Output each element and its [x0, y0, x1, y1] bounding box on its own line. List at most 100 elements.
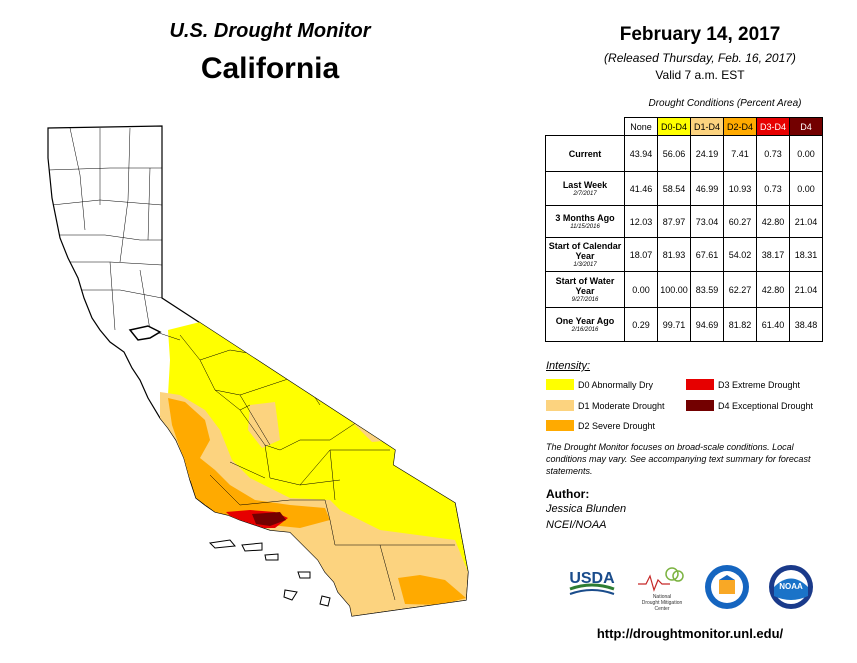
- table-cell: 38.17: [756, 237, 790, 272]
- row-label-text: Last Week: [562, 179, 608, 190]
- author-name: Jessica Blunden: [546, 503, 627, 515]
- row-date: 2/7/2017: [573, 190, 597, 197]
- header-d1-d4: D1-D4: [690, 117, 724, 136]
- table-cell: 100.00: [657, 271, 691, 308]
- table-row: One Year Ago 2/16/2016 0.29 99.71 94.69 81.82…: [545, 307, 823, 342]
- channel-islands: [208, 539, 331, 607]
- table-cell: 60.27: [723, 205, 757, 238]
- table-cell: 18.07: [624, 237, 658, 272]
- table-cell: 83.59: [690, 271, 724, 308]
- table-cell: 0.73: [756, 135, 790, 172]
- table-row: Start of Calendar Year 1/3/2017 18.07 81.93…: [545, 237, 823, 272]
- row-label-text: Start of Water Year: [555, 275, 615, 296]
- usda-logo: USDA: [569, 570, 615, 595]
- noaa-logo-text: NOAA: [779, 582, 803, 591]
- table-cell: 21.04: [789, 205, 823, 238]
- table-row: 3 Months Ago 11/15/2016 12.03 87.97 73.04 60.…: [545, 205, 823, 238]
- table-cell: 56.06: [657, 135, 691, 172]
- row-label-text: Start of Calendar Year: [548, 240, 622, 261]
- row-date: 9/27/2016: [571, 296, 599, 303]
- table-cell: 41.46: [624, 171, 658, 206]
- noaa-logo: NOAA: [769, 565, 813, 609]
- table-cell: 61.40: [756, 307, 790, 342]
- header-d4: D4: [789, 117, 823, 136]
- d4-exceptional-drought-area: [252, 512, 286, 526]
- drought-conditions-table: None D0-D4 D1-D4 D2-D4 D3-D4 D4 Current 4…: [545, 117, 823, 342]
- row-label: One Year Ago 2/16/2016: [545, 307, 625, 342]
- legend-swatch: [686, 400, 714, 411]
- usda-logo-text: USDA: [569, 570, 615, 587]
- state-title: California: [200, 52, 340, 85]
- table-cell: 87.97: [657, 205, 691, 238]
- legend-label: D4 Exceptional Drought: [718, 401, 814, 411]
- legend-label: D1 Moderate Drought: [578, 401, 665, 411]
- map-title: U.S. Drought Monitor: [169, 20, 371, 42]
- table-cell: 18.31: [789, 237, 823, 272]
- table-cell: 0.29: [624, 307, 658, 342]
- author-heading: Author:: [546, 487, 590, 501]
- svg-text:Drought Mitigation: Drought Mitigation: [642, 600, 683, 606]
- table-cell: 73.04: [690, 205, 724, 238]
- header-d0-d4: D0-D4: [657, 117, 691, 136]
- d0-abnormally-dry-area: [168, 322, 468, 600]
- table-cell: 21.04: [789, 271, 823, 308]
- row-label: Last Week 2/7/2017: [545, 171, 625, 206]
- table-row: Last Week 2/7/2017 41.46 58.54 46.99 10.93 0.7…: [545, 171, 823, 206]
- header-d3-d4: D3-D4: [756, 117, 790, 136]
- legend-label: D0 Abnormally Dry: [578, 380, 654, 390]
- table-cell: 62.27: [723, 271, 757, 308]
- table-cell: 38.48: [789, 307, 823, 342]
- legend-swatch: [686, 379, 714, 390]
- svg-text:National: National: [653, 594, 671, 600]
- table-cell: 42.80: [756, 271, 790, 308]
- table-cell: 0.00: [789, 171, 823, 206]
- table-corner: [546, 118, 625, 136]
- author-organization: NCEI/NOAA: [546, 519, 607, 531]
- svg-text:Center: Center: [654, 606, 669, 612]
- header-d2-d4: D2-D4: [723, 117, 757, 136]
- d1-moderate-drought-area-central: [248, 402, 280, 448]
- table-cell: 0.00: [624, 271, 658, 308]
- table-cell: 42.80: [756, 205, 790, 238]
- san-francisco-bay: [128, 325, 162, 341]
- legend-title: Intensity:: [546, 360, 591, 372]
- row-label: Current: [545, 135, 625, 172]
- table-cell: 12.03: [624, 205, 658, 238]
- row-date: 1/3/2017: [573, 261, 597, 268]
- row-date: 11/15/2016: [570, 223, 600, 230]
- legend-swatch: [546, 420, 574, 431]
- table-cell: 10.93: [723, 171, 757, 206]
- table-cell: 99.71: [657, 307, 691, 342]
- website-url[interactable]: http://droughtmonitor.unl.edu/: [596, 626, 784, 641]
- report-date: February 14, 2017: [619, 24, 781, 45]
- row-label-text: 3 Months Ago: [555, 212, 615, 223]
- table-cell: 58.54: [657, 171, 691, 206]
- table-row: Start of Water Year 9/27/2016 0.00 100.00 83…: [545, 271, 823, 308]
- table-cell: 0.00: [789, 135, 823, 172]
- valid-time: Valid 7 a.m. EST: [655, 68, 745, 82]
- d2-severe-drought-area: [168, 398, 330, 528]
- table-header-row: None D0-D4 D1-D4 D2-D4 D3-D4 D4: [546, 117, 823, 136]
- d1-moderate-drought-area: [160, 392, 468, 616]
- legend-swatch: [546, 400, 574, 411]
- row-label: Start of Water Year 9/27/2016: [545, 271, 625, 308]
- table-caption: Drought Conditions (Percent Area): [648, 98, 802, 109]
- release-date: (Released Thursday, Feb. 16, 2017): [604, 51, 796, 65]
- table-cell: 67.61: [690, 237, 724, 272]
- california-drought-map: [47, 125, 469, 617]
- row-label: 3 Months Ago 11/15/2016: [545, 205, 625, 238]
- table-cell: 7.41: [723, 135, 757, 172]
- ndmc-logo: National Drought Mitigation Center: [638, 567, 684, 612]
- table-cell: 24.19: [690, 135, 724, 172]
- table-cell: 81.82: [723, 307, 757, 342]
- table-cell: 46.99: [690, 171, 724, 206]
- row-label: Start of Calendar Year 1/3/2017: [545, 237, 625, 272]
- table-row: Current 43.94 56.06 24.19 7.41 0.73 0.00: [545, 135, 823, 172]
- legend-swatch: [546, 379, 574, 390]
- legend-label: D3 Extreme Drought: [718, 380, 801, 390]
- table-cell: 0.73: [756, 171, 790, 206]
- row-date: 2/16/2016: [571, 326, 599, 333]
- row-label-text: Current: [568, 148, 602, 159]
- table-cell: 81.93: [657, 237, 691, 272]
- table-cell: 43.94: [624, 135, 658, 172]
